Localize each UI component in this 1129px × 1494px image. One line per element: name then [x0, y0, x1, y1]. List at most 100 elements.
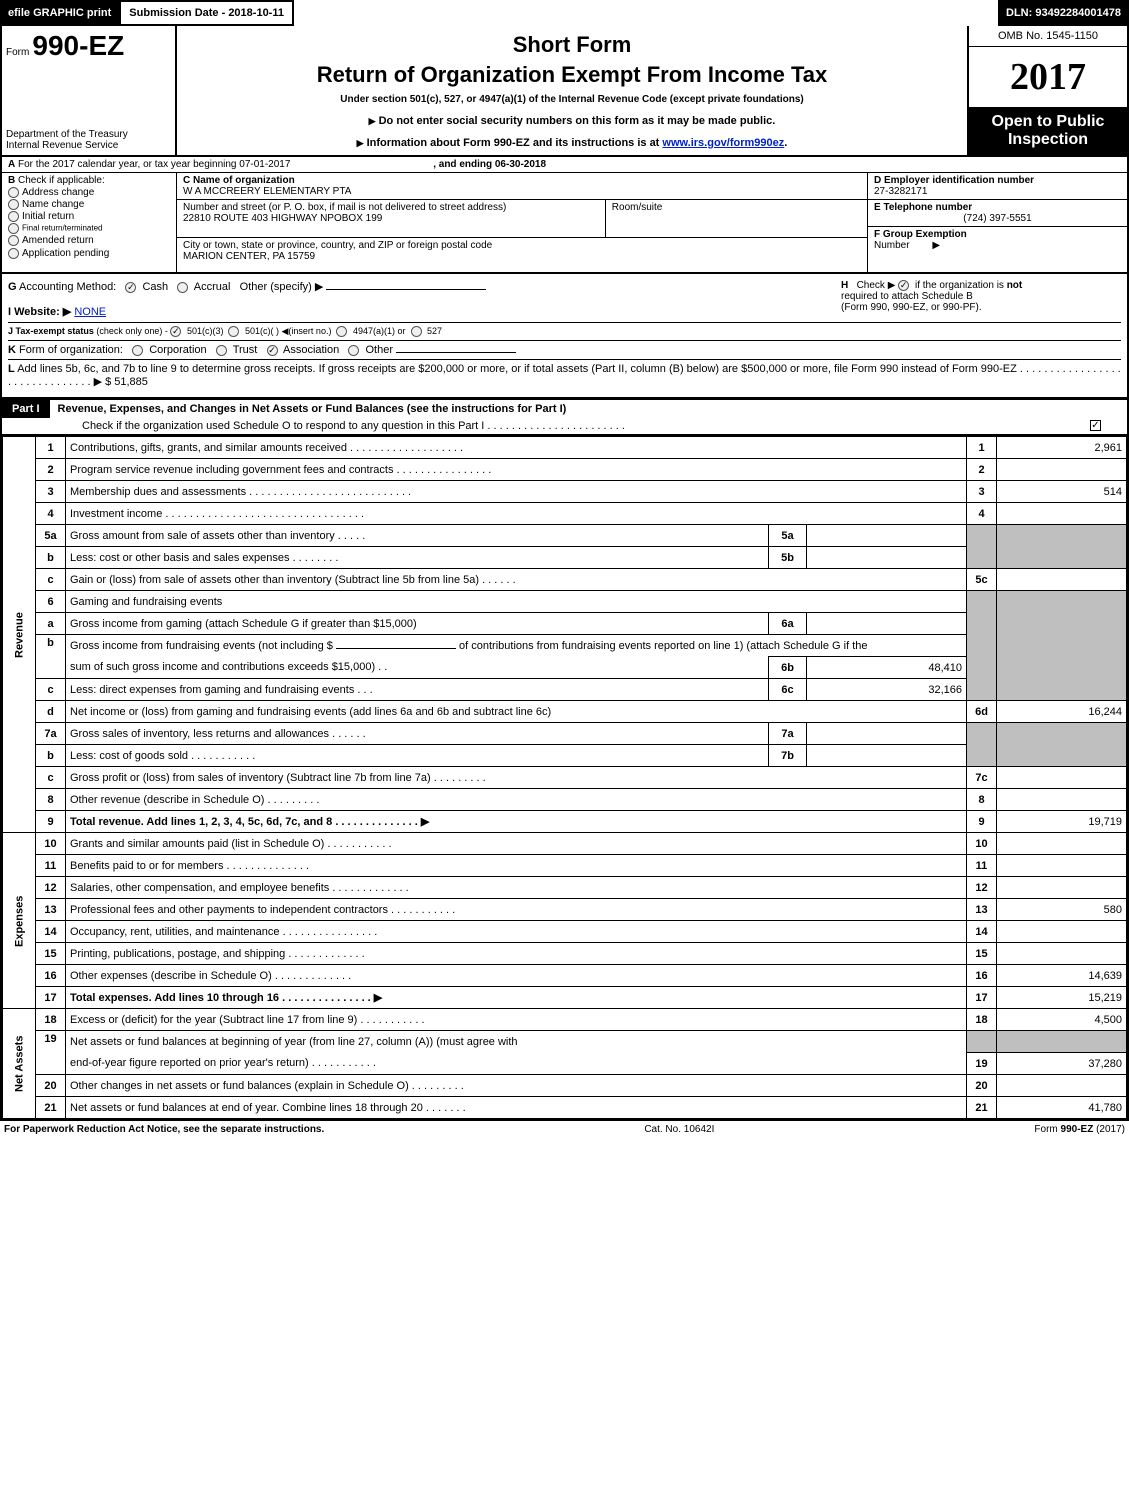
l7b-subval	[807, 745, 967, 767]
omb-number: OMB No. 1545-1150	[969, 26, 1127, 47]
block-def: D Employer identification number 27-3282…	[867, 173, 1127, 272]
l10-num: 10	[36, 833, 66, 855]
row-10: Expenses 10 Grants and similar amounts p…	[3, 833, 1127, 855]
l7c-amt	[997, 767, 1127, 789]
row-13: 13 Professional fees and other payments …	[3, 899, 1127, 921]
l1-desc: Contributions, gifts, grants, and simila…	[66, 437, 967, 459]
row-5b: b Less: cost or other basis and sales ex…	[3, 547, 1127, 569]
website-link[interactable]: NONE	[74, 306, 106, 318]
row-gh: G Accounting Method: Cash Accrual Other …	[8, 280, 1121, 318]
revenue-side-label: Revenue	[3, 437, 36, 833]
row-14: 14 Occupancy, rent, utilities, and maint…	[3, 921, 1127, 943]
l7b-sub: 7b	[769, 745, 807, 767]
grey-5	[967, 525, 997, 569]
l21-amt: 41,780	[997, 1097, 1127, 1119]
row-8: 8 Other revenue (describe in Schedule O)…	[3, 789, 1127, 811]
submission-date: Submission Date - 2018-10-11	[119, 0, 294, 26]
block-g: G Accounting Method: Cash Accrual Other …	[8, 280, 841, 318]
addr-value: 22810 ROUTE 403 HIGHWAY NPOBOX 199	[183, 213, 382, 224]
l1-amt: 2,961	[997, 437, 1127, 459]
c-label: C Name of organization	[183, 175, 295, 186]
check-corp[interactable]	[132, 345, 143, 356]
check-line-text: Check if the organization used Schedule …	[82, 420, 625, 432]
check-accrual[interactable]	[177, 282, 188, 293]
l7c-ln: 7c	[967, 767, 997, 789]
a-label: A	[8, 159, 15, 170]
row-19a: 19 Net assets or fund balances at beginn…	[3, 1031, 1127, 1053]
row-5a: 5a Gross amount from sale of assets othe…	[3, 525, 1127, 547]
check-h[interactable]	[898, 280, 909, 291]
check-final[interactable]: Final return/terminated	[8, 223, 170, 234]
check-trust[interactable]	[216, 345, 227, 356]
l16-num: 16	[36, 965, 66, 987]
h-not: not	[1007, 280, 1023, 291]
l3-amt: 514	[997, 481, 1127, 503]
block-k: K Form of organization: Corporation Trus…	[8, 341, 1121, 360]
instructions-link[interactable]: www.irs.gov/form990ez	[662, 137, 784, 149]
other-org-input[interactable]	[396, 352, 516, 353]
part-badge: Part I	[2, 400, 50, 418]
l4-num: 4	[36, 503, 66, 525]
l20-num: 20	[36, 1075, 66, 1097]
check-527[interactable]	[411, 326, 422, 337]
row-12: 12 Salaries, other compensation, and emp…	[3, 877, 1127, 899]
l6c-subval: 32,166	[807, 679, 967, 701]
irs: Internal Revenue Service	[6, 140, 171, 151]
l17-num: 17	[36, 987, 66, 1009]
l6c-desc: Less: direct expenses from gaming and fu…	[66, 679, 769, 701]
grey-6-amt	[997, 591, 1127, 701]
check-initial[interactable]: Initial return	[8, 211, 170, 222]
room-suite: Room/suite	[605, 200, 669, 237]
j-label: J Tax-exempt status	[8, 326, 94, 336]
other-specify-input[interactable]	[326, 289, 486, 290]
check-501c[interactable]	[228, 326, 239, 337]
open-line1: Open to Public	[973, 113, 1123, 131]
h-text1: Check ▶	[857, 280, 896, 291]
addr-label: Number and street (or P. O. box, if mail…	[183, 202, 506, 213]
dept-treasury: Department of the Treasury	[6, 129, 171, 140]
instructions-line: Information about Form 990-EZ and its in…	[183, 137, 961, 149]
city-value: MARION CENTER, PA 15759	[183, 251, 315, 262]
l12-ln: 12	[967, 877, 997, 899]
block-e: E Telephone number (724) 397-5551	[868, 200, 1127, 227]
row-6d: d Net income or (loss) from gaming and f…	[3, 701, 1127, 723]
check-name[interactable]: Name change	[8, 199, 170, 210]
l21-num: 21	[36, 1097, 66, 1119]
l19-num: 19	[36, 1031, 66, 1075]
row-2: 2 Program service revenue including gove…	[3, 459, 1127, 481]
netassets-side-label: Net Assets	[3, 1009, 36, 1119]
check-amended[interactable]: Amended return	[8, 235, 170, 246]
block-c: C Name of organization W A MCCREERY ELEM…	[177, 173, 867, 272]
l7c-desc: Gross profit or (loss) from sales of inv…	[66, 767, 967, 789]
grey-5-amt	[997, 525, 1127, 569]
l6b-desc: Gross income from fundraising events (no…	[66, 635, 967, 657]
efile-print-button[interactable]: efile GRAPHIC print	[0, 0, 119, 26]
l16-ln: 16	[967, 965, 997, 987]
l6a-subval	[807, 613, 967, 635]
open-line2: Inspection	[973, 131, 1123, 149]
row-11: 11 Benefits paid to or for members . . .…	[3, 855, 1127, 877]
check-4947[interactable]	[336, 326, 347, 337]
header-left: Form 990-EZ Department of the Treasury I…	[2, 26, 177, 155]
l18-amt: 4,500	[997, 1009, 1127, 1031]
block-i: I Website: ▶ NONE	[8, 305, 841, 318]
check-pending[interactable]: Application pending	[8, 248, 170, 259]
schedule-o-checkbox[interactable]	[1090, 420, 1101, 431]
l5c-amt	[997, 569, 1127, 591]
check-cash[interactable]	[125, 282, 136, 293]
check-address[interactable]: Address change	[8, 187, 170, 198]
l16-amt: 14,639	[997, 965, 1127, 987]
l6b-blank[interactable]	[336, 648, 456, 649]
spacer	[294, 0, 998, 26]
check-other-org[interactable]	[348, 345, 359, 356]
row-7a: 7a Gross sales of inventory, less return…	[3, 723, 1127, 745]
l21-ln: 21	[967, 1097, 997, 1119]
row-18: Net Assets 18 Excess or (deficit) for th…	[3, 1009, 1127, 1031]
row-6b-2: sum of such gross income and contributio…	[3, 657, 1127, 679]
sub-title: Under section 501(c), 527, or 4947(a)(1)…	[183, 94, 961, 105]
i-label: I Website: ▶	[8, 306, 71, 318]
grey-6	[967, 591, 997, 701]
check-assoc[interactable]	[267, 345, 278, 356]
check-501c3[interactable]	[170, 326, 181, 337]
l20-desc: Other changes in net assets or fund bala…	[66, 1075, 967, 1097]
